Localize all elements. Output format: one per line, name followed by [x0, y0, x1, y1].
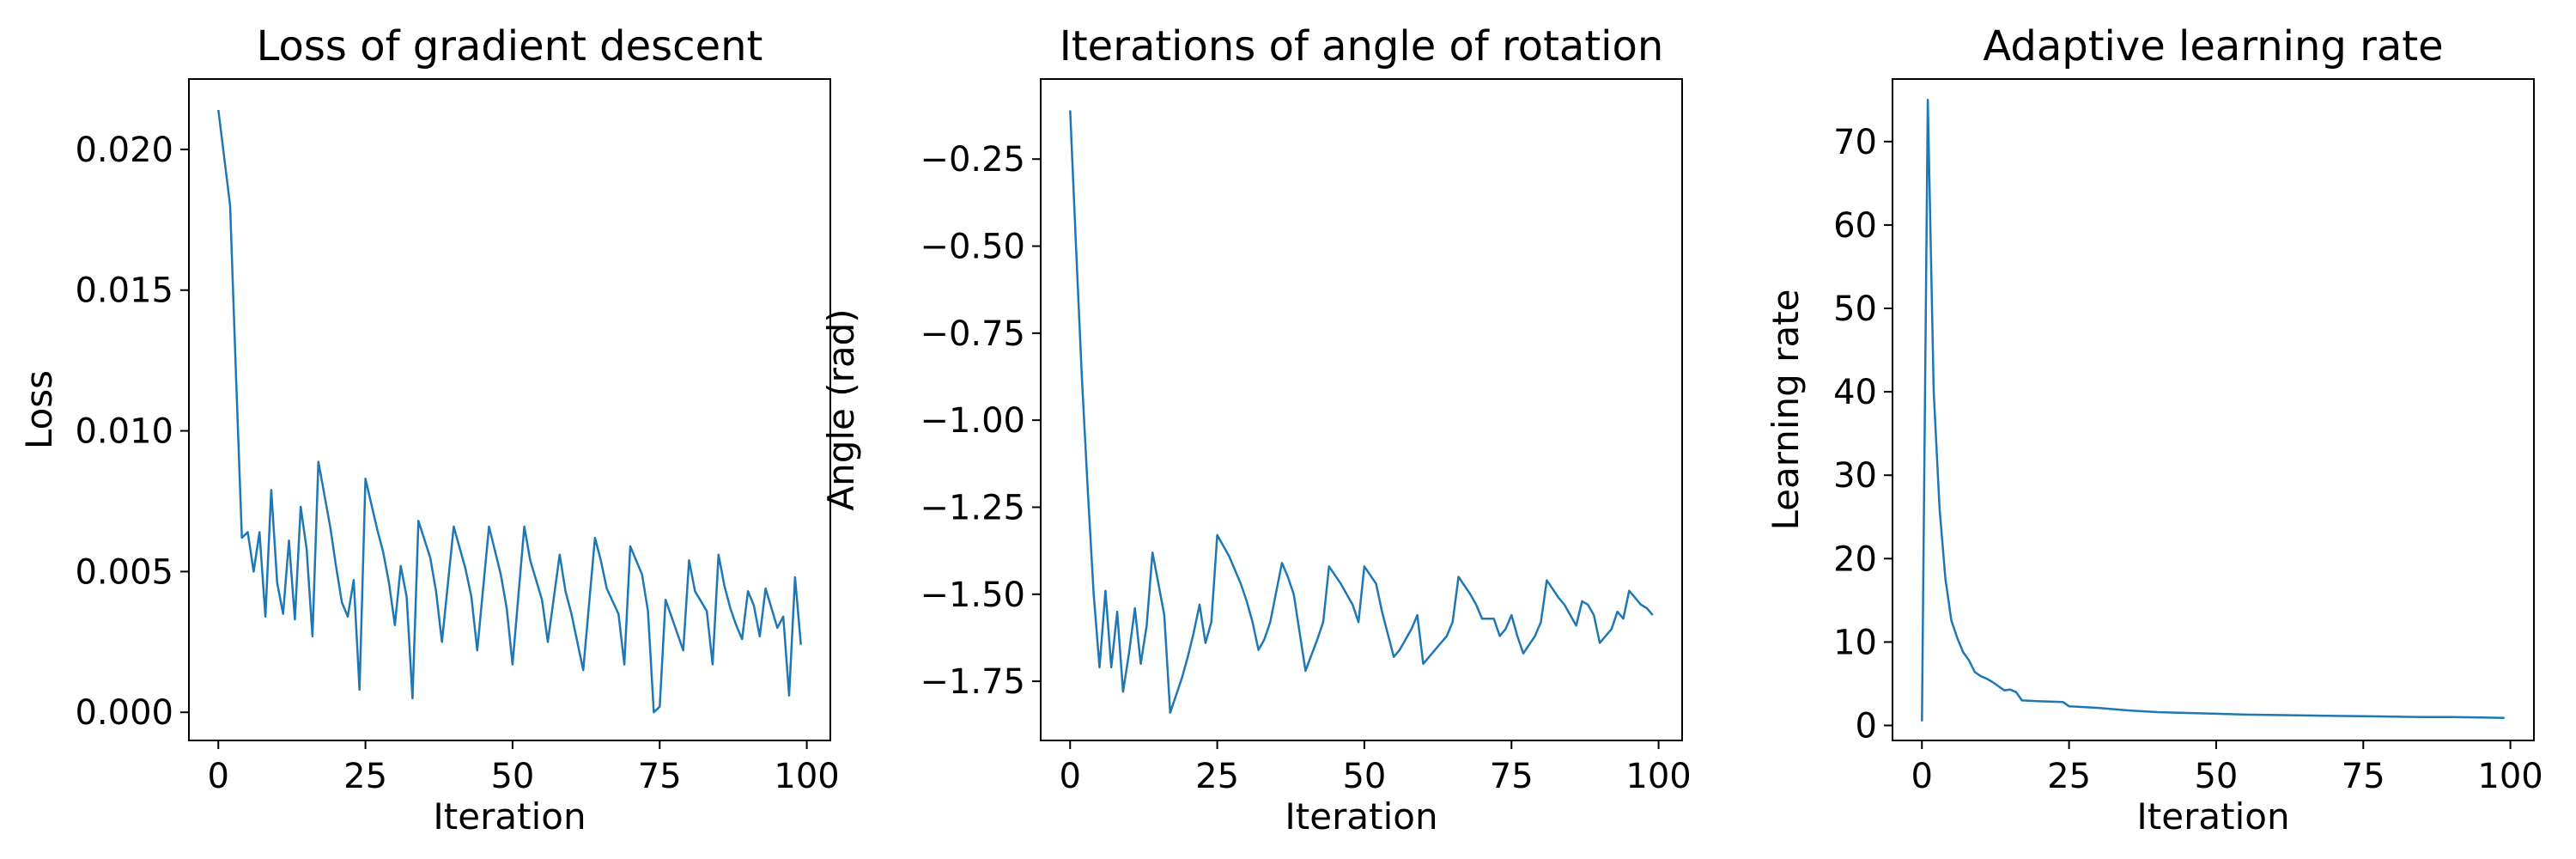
- y-axis-label: Angle (rad): [820, 308, 862, 510]
- x-tick-label: 0: [1060, 757, 1081, 796]
- y-tick-label: 50: [1833, 289, 1877, 329]
- y-tick-label: −1.50: [920, 576, 1025, 615]
- x-tick-label: 50: [490, 757, 534, 796]
- series-line: [1921, 99, 2505, 722]
- y-tick-label: −0.75: [920, 314, 1025, 354]
- x-tick-label: 50: [1342, 757, 1386, 796]
- y-tick-label: 0.005: [75, 552, 173, 592]
- y-tick-label: 30: [1833, 456, 1877, 496]
- x-tick-label: 75: [638, 757, 682, 796]
- chart-title: Loss of gradient descent: [257, 22, 763, 70]
- x-tick-label: 100: [774, 757, 839, 796]
- series-line: [217, 109, 802, 714]
- x-tick-label: 100: [1625, 757, 1691, 796]
- subplot-loss: 0 25 50 75 100 0.000 0.005 0.010 0.015 0.020 Loss …: [18, 22, 840, 838]
- y-tick-label: −1.00: [920, 401, 1025, 441]
- x-tick-label: 75: [2342, 757, 2385, 796]
- subplot-learning-rate: 0 25 50 75 100 0 10 20 30 40 50 60 70 Adaptive learni…: [1765, 22, 2543, 838]
- y-tick-label: 70: [1833, 123, 1877, 162]
- x-tick-label: 100: [2477, 757, 2543, 796]
- x-tick-label: 25: [1195, 757, 1239, 796]
- y-tick-label: −1.25: [920, 488, 1025, 527]
- y-tick-label: −1.75: [920, 662, 1025, 702]
- y-axis-label: Loss: [18, 370, 60, 449]
- x-tick-label: 50: [2194, 757, 2238, 796]
- x-tick-label: 0: [1911, 757, 1933, 796]
- y-tick-label: 10: [1833, 623, 1877, 662]
- chart-title: Iterations of angle of rotation: [1060, 22, 1664, 70]
- subplot-angle: 0 25 50 75 100 −1.75 −1.50 −1.25 −1.00 −0.75 −0.50…: [820, 22, 1692, 838]
- x-tick-label: 25: [2047, 757, 2091, 796]
- y-tick-label: −0.25: [920, 140, 1025, 180]
- y-tick-label: −0.50: [920, 228, 1025, 267]
- x-tick-label: 75: [1490, 757, 1534, 796]
- x-tick-label: 25: [343, 757, 387, 796]
- y-tick-label: 20: [1833, 539, 1877, 579]
- y-tick-label: 60: [1833, 206, 1877, 246]
- x-axis-label: Iteration: [433, 795, 586, 838]
- y-tick-label: 0.020: [75, 131, 173, 170]
- x-tick-label: 0: [208, 757, 229, 796]
- x-axis-label: Iteration: [2136, 795, 2289, 838]
- x-axis-label: Iteration: [1285, 795, 1437, 838]
- y-tick-label: 0.010: [75, 412, 173, 452]
- y-tick-label: 0.000: [75, 693, 173, 733]
- y-tick-label: 0.015: [75, 271, 173, 311]
- plot-frame: [1040, 78, 1683, 741]
- series-line: [1069, 110, 1654, 714]
- chart-title: Adaptive learning rate: [1983, 22, 2443, 70]
- y-axis-label: Learning rate: [1765, 289, 1807, 531]
- plot-frame: [188, 78, 831, 741]
- plot-frame: [1892, 78, 2535, 741]
- y-tick-label: 40: [1833, 373, 1877, 412]
- y-tick-label: 0: [1856, 707, 1877, 746]
